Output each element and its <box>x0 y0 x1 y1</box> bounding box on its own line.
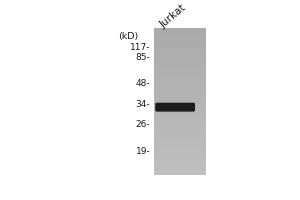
Text: Jurkat: Jurkat <box>158 3 188 30</box>
Text: 48-: 48- <box>136 79 150 88</box>
Text: 34-: 34- <box>136 100 150 109</box>
Text: 85-: 85- <box>136 53 150 62</box>
FancyBboxPatch shape <box>155 103 195 112</box>
Text: 26-: 26- <box>136 120 150 129</box>
Text: 117-: 117- <box>130 43 150 52</box>
Text: 19-: 19- <box>136 147 150 156</box>
Text: (kD): (kD) <box>118 32 139 41</box>
